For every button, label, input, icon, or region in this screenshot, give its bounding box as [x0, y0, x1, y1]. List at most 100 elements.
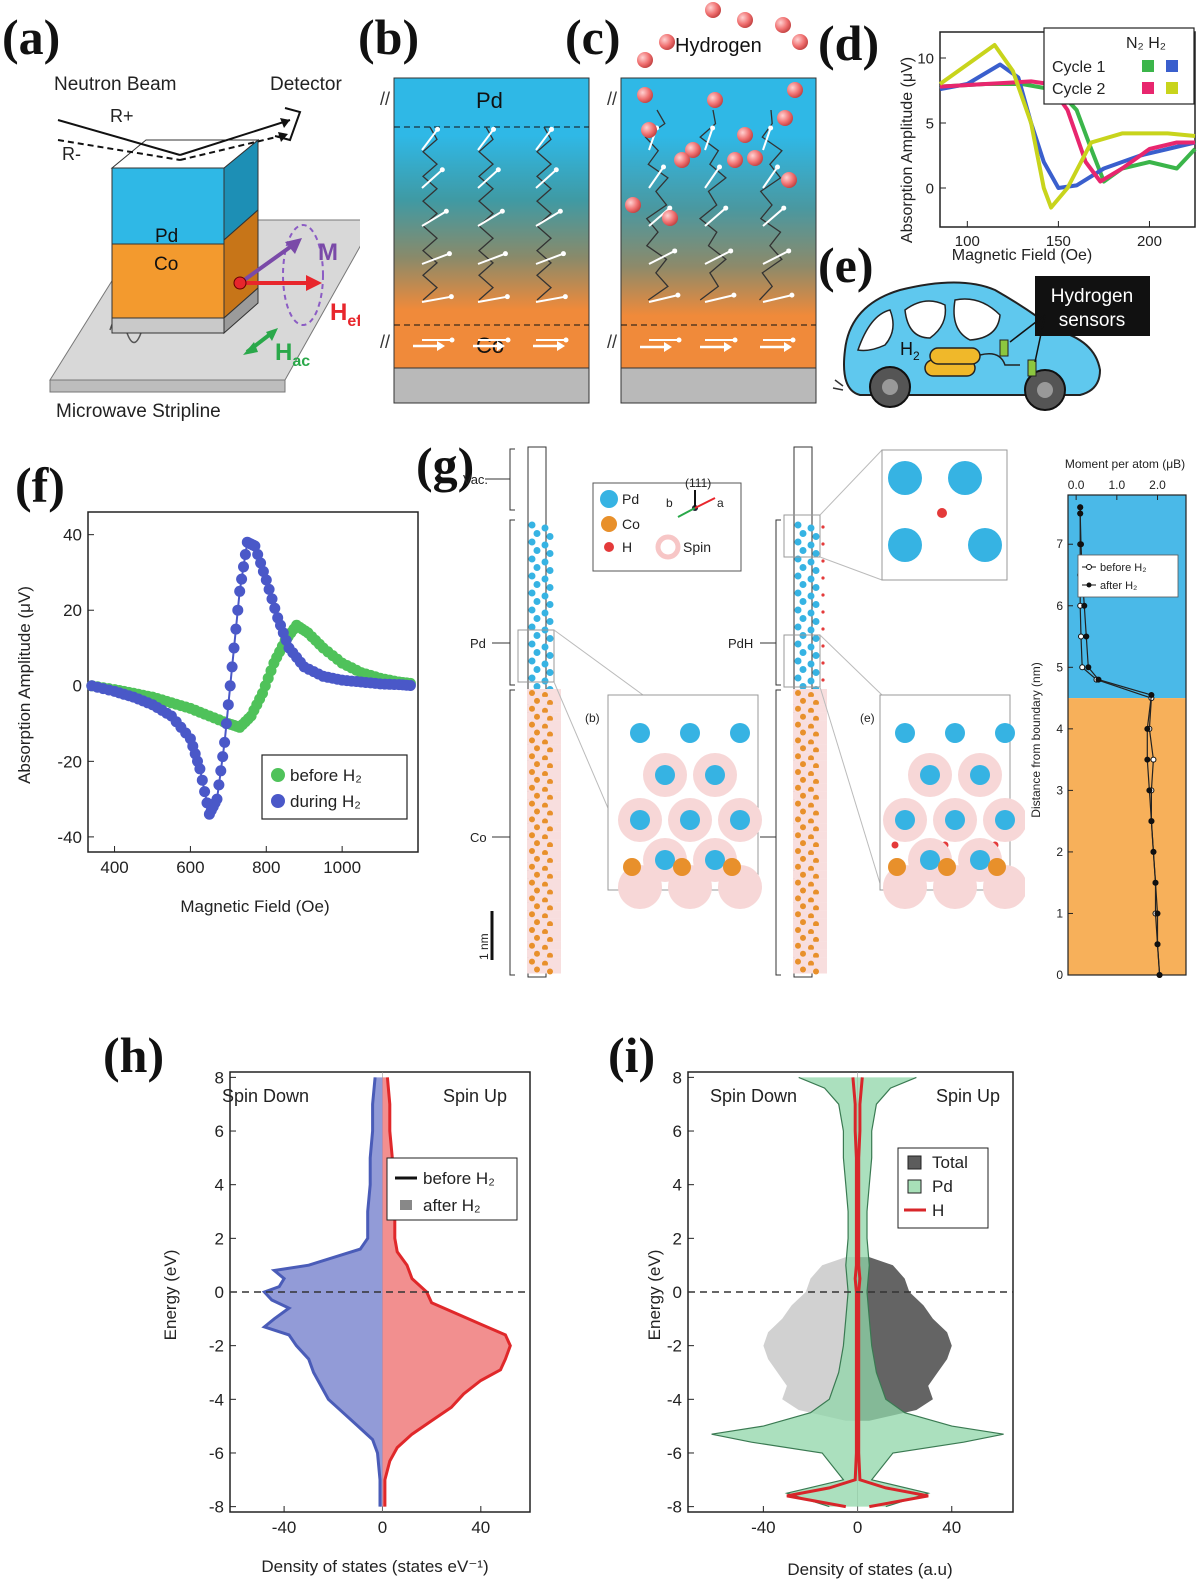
- hydrogen-text: Hydrogen: [675, 35, 762, 57]
- sensor-1: [999, 339, 1009, 357]
- y-tick-label: 6: [1056, 599, 1063, 613]
- panel-label-d: (d): [818, 15, 880, 71]
- h-atom: [821, 593, 825, 597]
- f-data-point: [219, 736, 231, 748]
- co-atom: [800, 713, 806, 720]
- spin-arrow: [535, 210, 561, 227]
- pd-atom: [533, 683, 541, 690]
- co-atom: [547, 731, 553, 738]
- hydrogen-atom: [777, 110, 793, 126]
- co-atom: [800, 761, 806, 768]
- hydrogen-atom: [737, 127, 753, 143]
- pd-atom: [541, 643, 549, 651]
- f-data-point: [238, 561, 249, 573]
- co-spin-arrowhead: [497, 341, 505, 351]
- pd-atom: [533, 649, 541, 656]
- y-tick-label: 0: [1056, 968, 1063, 982]
- h-atom: [891, 841, 899, 849]
- y-tick-label: -8: [209, 1498, 224, 1517]
- co-atom: [813, 715, 819, 722]
- hydrogen-atom: [641, 122, 657, 138]
- pd-atom: [546, 584, 554, 591]
- co-atom: [542, 723, 548, 730]
- profile-point: [1152, 879, 1159, 886]
- f-data-point: [269, 602, 281, 614]
- hydrogen-atom: [737, 12, 753, 28]
- co-atom: [795, 690, 801, 696]
- profile-legend-after: after H₂: [1100, 580, 1137, 592]
- pd-atom: [807, 643, 815, 651]
- i-ylabel: Energy (eV): [645, 1250, 664, 1341]
- co-spin-arrowhead: [784, 342, 792, 352]
- spin-arrow: [535, 169, 557, 189]
- pd-atom: [807, 626, 815, 634]
- pd-atom: [794, 538, 802, 546]
- pd-atom: [541, 558, 549, 566]
- co-atom: [534, 934, 540, 941]
- spin-arrow: [535, 128, 553, 151]
- spin-arrow: [762, 127, 772, 151]
- co-atom: [800, 729, 806, 736]
- y-tick-label: 8: [215, 1068, 224, 1087]
- co-atom: [529, 784, 535, 791]
- spin-arrow-head: [448, 294, 454, 300]
- co-atom: [534, 840, 540, 847]
- co-atom: [534, 713, 540, 720]
- spin-cloud: [793, 949, 827, 958]
- pd-atom: [807, 609, 815, 617]
- g-axis-111: (111): [685, 476, 711, 490]
- co-atom: [808, 944, 814, 951]
- h-atom: [821, 644, 825, 648]
- co-atom: [800, 950, 806, 957]
- Pd-area-down: [711, 1077, 858, 1507]
- f-data-point: [252, 549, 264, 560]
- co-atom: [542, 897, 548, 904]
- y-tick-label: 0: [215, 1283, 224, 1302]
- i-legend-pd: Pd: [932, 1177, 953, 1196]
- x-tick-label: 200: [1137, 233, 1162, 250]
- svg-text://: //: [607, 89, 617, 109]
- d-xlabel: Magnetic Field (Oe): [952, 247, 1093, 264]
- co-atom: [813, 936, 819, 943]
- pd-atom: [895, 810, 915, 830]
- pd-atom: [799, 598, 807, 605]
- pd-atom: [799, 581, 807, 588]
- g-axis-b: b: [666, 496, 673, 510]
- spin-arrow: [535, 295, 566, 303]
- pd-atom: [799, 547, 807, 554]
- pd-atom: [807, 558, 815, 566]
- spin-arrow: [477, 169, 499, 189]
- spin-arrow: [421, 295, 452, 303]
- x-tick-label: 100: [955, 233, 980, 250]
- pd-atom: [541, 575, 549, 583]
- f-data-point: [255, 557, 267, 569]
- co-atom: [808, 881, 814, 888]
- spin-cloud: [793, 886, 827, 895]
- svg-text://: //: [380, 89, 390, 109]
- pd-atom: [970, 850, 990, 870]
- pd-atom: [630, 723, 650, 743]
- pd-atom: [794, 589, 802, 597]
- sensors-callout: [1035, 276, 1150, 336]
- co-atom: [547, 763, 553, 770]
- spin-arrow-head: [553, 167, 559, 173]
- pd-atom: [730, 723, 750, 743]
- pd-atom: [995, 723, 1015, 743]
- g-legend-spin: Spin: [683, 539, 711, 555]
- pd-atom: [528, 640, 536, 648]
- y-tick-label: 8: [673, 1068, 682, 1087]
- inset-b-label: (b): [585, 711, 600, 725]
- pd-atom: [794, 674, 802, 682]
- legend-marker: [1086, 564, 1092, 570]
- co-atom: [529, 800, 535, 807]
- spin-arrow-head: [502, 251, 508, 257]
- co-spin-arrowhead: [724, 342, 732, 352]
- pd-atom: [680, 723, 700, 743]
- spin-arrow-head: [675, 292, 681, 298]
- h-ylabel: Energy (eV): [161, 1250, 180, 1341]
- pd-atom: [528, 674, 536, 682]
- co-atom: [542, 771, 548, 777]
- co-atom: [795, 942, 801, 949]
- profile-legend: [1077, 554, 1179, 598]
